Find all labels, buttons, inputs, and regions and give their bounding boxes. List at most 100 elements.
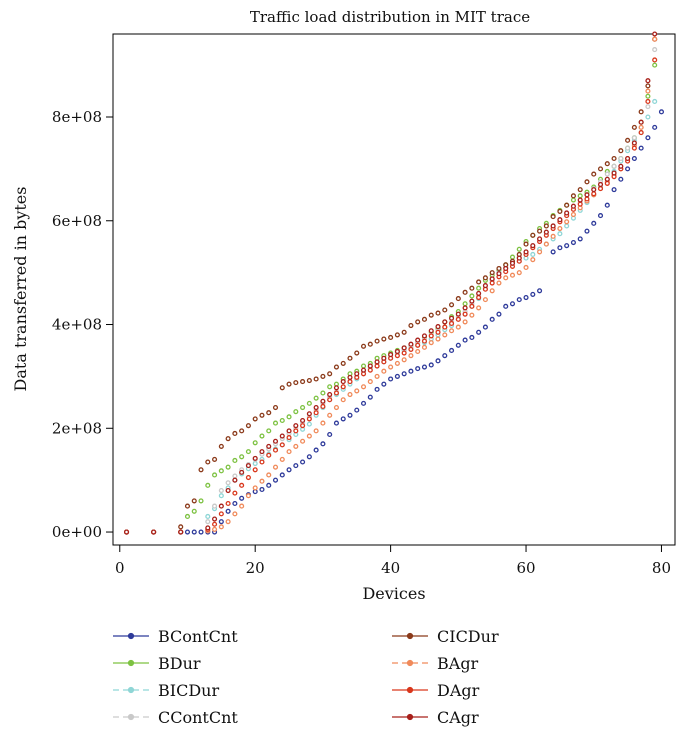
data-point [279, 456, 285, 462]
series-bdur [123, 62, 658, 535]
data-point [259, 478, 265, 484]
x-tick-label: 20 [246, 559, 265, 577]
data-point [530, 291, 536, 297]
data-point [408, 323, 414, 329]
data-point [401, 329, 407, 335]
data-point [516, 255, 522, 261]
data-point [489, 270, 495, 276]
data-point [232, 500, 238, 507]
data-point [347, 355, 353, 361]
y-tick-label: 0e+00 [52, 523, 102, 541]
data-point [449, 320, 455, 327]
legend-item-bdur: BDur [113, 654, 201, 673]
data-point [625, 137, 631, 143]
legend-marker [406, 686, 414, 694]
data-point [225, 487, 231, 494]
data-point [476, 290, 482, 296]
legend-marker [127, 659, 135, 667]
legend-item-bagr: BAgr [392, 654, 479, 673]
data-point [509, 272, 516, 278]
legend-item-cagr: CAgr [392, 708, 479, 727]
data-point [198, 529, 204, 535]
data-point [354, 350, 360, 356]
legend-label: BContCnt [158, 627, 238, 646]
data-point [300, 438, 306, 444]
y-axis: 0e+00 2e+08 4e+08 6e+08 8e+08 [52, 108, 113, 541]
data-point [394, 360, 400, 366]
data-point [252, 416, 258, 422]
legend: BContCnt BDur BICDur CContCnt CICDur BAgr DAgr… [113, 627, 499, 727]
series-bcontcnt [123, 109, 665, 535]
data-point [245, 449, 251, 455]
data-point [435, 336, 441, 342]
data-point [421, 316, 428, 322]
data-points [123, 31, 665, 535]
data-point [232, 477, 238, 483]
data-point [597, 213, 604, 219]
legend-label: BAgr [437, 654, 479, 673]
data-point [645, 83, 651, 89]
data-point [557, 231, 563, 237]
data-point [272, 438, 279, 444]
data-point [645, 114, 651, 120]
data-point [570, 197, 576, 203]
data-point [530, 243, 536, 249]
data-point [333, 404, 339, 411]
data-point [401, 357, 407, 363]
data-point [652, 124, 658, 130]
data-point [293, 409, 299, 415]
data-point [469, 303, 475, 309]
data-point [198, 467, 204, 473]
data-point [360, 367, 367, 373]
data-point [442, 319, 448, 325]
data-point [347, 374, 353, 380]
series-ccontcnt [123, 47, 658, 535]
data-point [611, 163, 617, 169]
data-point [333, 364, 339, 370]
data-point [218, 493, 224, 499]
data-point [272, 420, 279, 426]
data-point [476, 279, 482, 285]
data-point [652, 57, 658, 63]
data-point [239, 428, 245, 434]
data-point [367, 363, 373, 369]
data-point [503, 265, 509, 272]
data-point [212, 456, 218, 462]
data-point [225, 519, 231, 525]
data-point [631, 140, 637, 146]
data-point [449, 328, 455, 334]
data-point [374, 363, 380, 369]
data-point [388, 334, 394, 341]
x-axis-label: Devices [362, 584, 425, 603]
data-point [279, 472, 285, 478]
data-point [293, 428, 299, 434]
data-point [178, 524, 184, 530]
data-point [570, 211, 576, 218]
data-point [252, 467, 258, 473]
data-point [638, 124, 644, 130]
x-tick-label: 0 [115, 559, 125, 577]
legend-label: DAgr [437, 681, 480, 700]
data-point [516, 246, 522, 252]
data-point [394, 353, 400, 359]
data-point [286, 381, 292, 387]
data-point [584, 179, 590, 185]
data-point [245, 463, 251, 469]
data-point [645, 88, 651, 94]
data-point [232, 511, 238, 517]
y-tick-label: 2e+08 [52, 419, 102, 437]
data-point [178, 529, 184, 535]
data-point [184, 513, 191, 520]
data-point [266, 410, 272, 416]
plot-frame [112, 33, 676, 546]
data-point [388, 352, 394, 358]
data-point [327, 412, 333, 418]
data-point [367, 394, 373, 400]
data-point [191, 529, 197, 535]
data-point [570, 240, 576, 246]
legend-marker [406, 713, 414, 721]
data-point [408, 346, 414, 352]
data-point [300, 417, 306, 424]
data-point [652, 36, 658, 42]
